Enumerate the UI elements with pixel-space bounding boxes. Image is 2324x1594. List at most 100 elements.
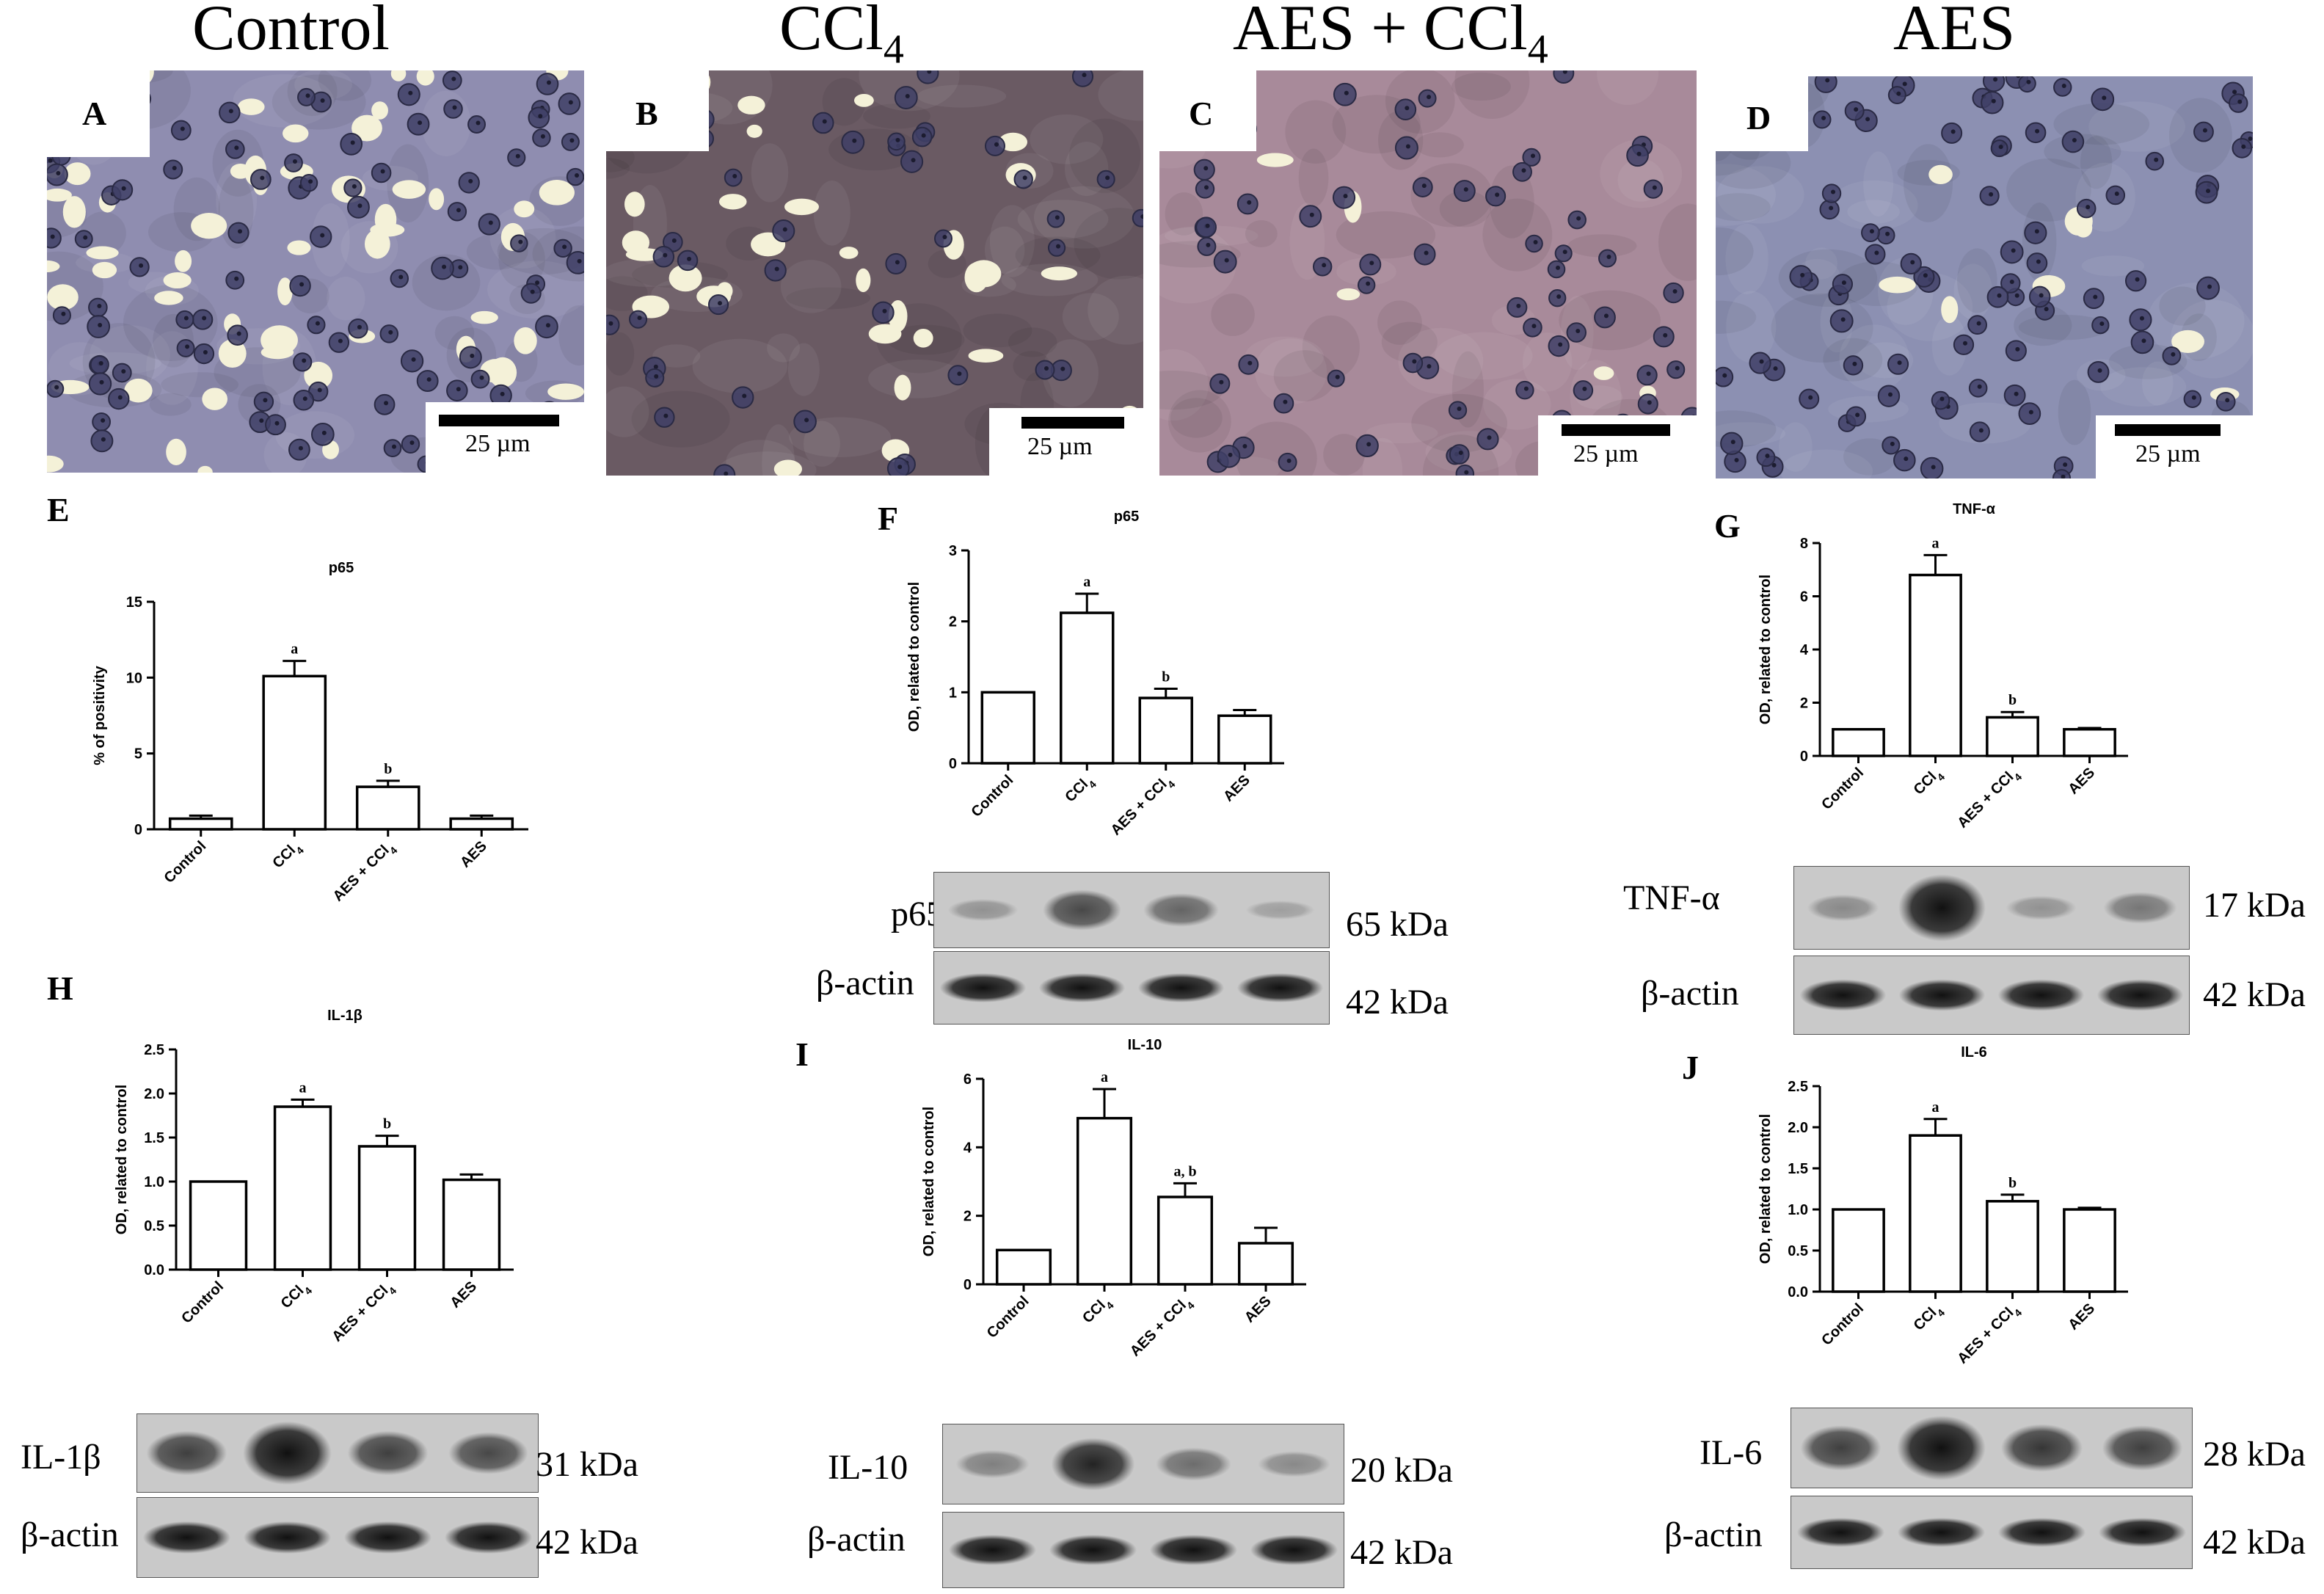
y-tick-label: 2	[964, 1209, 972, 1225]
title-aes-ccl4-sub: 4	[1527, 26, 1548, 73]
x-tick-label: CCl4	[278, 1278, 315, 1315]
nucleolus	[1412, 359, 1417, 364]
nucleolus	[1424, 250, 1429, 255]
nucleolus	[442, 264, 447, 269]
vacuole	[47, 260, 60, 273]
nucleolus	[488, 220, 493, 225]
nucleolus	[1852, 361, 1857, 366]
tissue-mottle	[1847, 200, 1900, 224]
blot-band	[1143, 893, 1219, 927]
nucleolus	[1840, 317, 1846, 322]
blot-band	[243, 1521, 332, 1554]
bar	[1909, 573, 1962, 757]
y-tick-label: 2.0	[144, 1086, 164, 1102]
nucleolus	[535, 280, 540, 285]
nucleolus	[2044, 307, 2049, 312]
kda-label-tnf: 17 kDa	[2203, 886, 2306, 925]
tissue-mottle	[1165, 192, 1203, 236]
vacuole	[163, 272, 192, 289]
vacuole	[1041, 266, 1077, 281]
nucleolus	[1322, 263, 1327, 268]
vacuole	[371, 101, 388, 120]
y-tick-label: 2	[1800, 696, 1808, 712]
tissue-mottle	[989, 205, 1035, 277]
tissue-mottle	[1863, 151, 1893, 217]
vacuole	[47, 284, 79, 310]
nucleolus	[1865, 117, 1871, 122]
tissue-mottle	[1597, 70, 1659, 106]
blot-band	[347, 1430, 429, 1476]
vacuole	[429, 188, 445, 211]
nucleolus	[2063, 462, 2068, 467]
tissue-mottle	[1489, 165, 1534, 239]
scale-label-a: 25 µm	[465, 430, 531, 457]
x-tick-label: AES + CCl4	[1954, 765, 2024, 834]
nucleolus	[852, 138, 857, 143]
x-tick-label: CCl4	[1911, 765, 1948, 801]
nucleolus	[1896, 91, 1901, 96]
tissue-mottle	[1159, 227, 1236, 304]
panel-letter-a: A	[82, 95, 107, 132]
nucleolus	[1533, 240, 1538, 245]
tissue-mottle	[963, 313, 1032, 348]
tissue-mottle	[90, 325, 170, 385]
blot-band	[2102, 1425, 2183, 1471]
vacuole	[47, 455, 64, 473]
nucleolus	[547, 80, 552, 85]
bar	[273, 1105, 332, 1271]
bar	[1909, 1134, 1962, 1293]
tissue-mottle	[984, 226, 1025, 274]
tissue-mottle	[1658, 203, 1697, 281]
scale-label-b: 25 µm	[1027, 433, 1093, 460]
x-tick-label: AES + CCl4	[329, 1278, 398, 1348]
nucleolus	[409, 440, 415, 445]
vacuole	[62, 196, 86, 228]
tissue-mottle	[780, 260, 842, 313]
nucleolus	[1203, 166, 1209, 171]
blot-band	[1898, 874, 1986, 942]
vacuole	[894, 374, 911, 401]
tissue-mottle	[1716, 300, 1757, 334]
nucleolus	[2016, 76, 2021, 79]
x-tick-label: AES + CCl4	[1108, 772, 1178, 842]
nucleolus	[2206, 189, 2211, 194]
nucleolus	[804, 418, 809, 423]
tissue-mottle	[1255, 338, 1327, 404]
nucleolus	[515, 153, 520, 159]
y-tick-label: 0.0	[1788, 1284, 1808, 1300]
blot-il1b-protein	[136, 1413, 539, 1493]
x-tick-label: AES	[457, 838, 490, 871]
nucleolus	[476, 120, 481, 125]
blot-label-il6: IL-6	[1700, 1433, 1763, 1472]
nucleolus	[97, 304, 102, 309]
tissue-mottle	[1302, 315, 1360, 379]
cell-nucleus	[2018, 76, 2036, 93]
nucleolus	[2036, 259, 2041, 264]
tissue-mottle	[1805, 247, 1838, 280]
vacuole	[2074, 219, 2093, 238]
nucleolus	[1759, 359, 1764, 364]
nucleolus	[61, 311, 66, 316]
blot-label-p65-actin: β-actin	[816, 964, 914, 1002]
tissue-mottle	[1098, 70, 1143, 121]
vacuole	[968, 349, 1004, 363]
title-aes: AES	[1893, 0, 2015, 65]
nucleolus	[320, 233, 325, 238]
nucleolus	[994, 142, 999, 147]
y-tick-label: 1.0	[144, 1174, 164, 1190]
nucleolus	[1044, 366, 1049, 371]
nucleolus	[2086, 205, 2091, 210]
nucleolus	[202, 316, 207, 321]
blot-band	[1258, 1451, 1330, 1477]
nucleolus	[1874, 250, 1879, 255]
nucleolus	[121, 186, 126, 191]
nucleolus	[1931, 465, 1936, 470]
nucleolus	[1978, 428, 1984, 433]
nucleolus	[418, 120, 423, 125]
bar	[2063, 728, 2116, 757]
panel-letter-h: H	[47, 969, 73, 1007]
y-tick-label: 8	[1800, 536, 1808, 552]
nucleolus	[2035, 128, 2040, 134]
tissue-mottle	[804, 421, 840, 467]
vacuole	[218, 339, 247, 368]
